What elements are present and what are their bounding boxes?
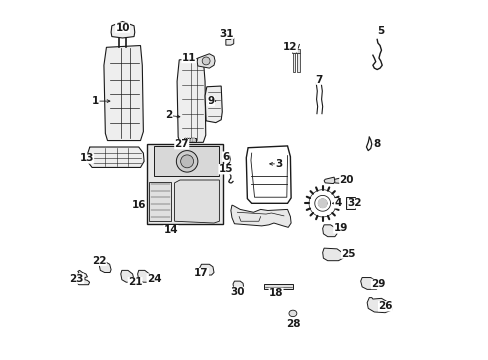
Text: 12: 12 — [283, 42, 297, 52]
Text: 16: 16 — [131, 200, 145, 210]
Polygon shape — [230, 205, 290, 227]
Circle shape — [176, 150, 198, 172]
Text: 5: 5 — [376, 26, 384, 36]
Polygon shape — [204, 86, 222, 123]
Text: 27: 27 — [174, 139, 189, 149]
Text: 18: 18 — [268, 288, 283, 298]
Text: 22: 22 — [92, 256, 106, 266]
Polygon shape — [177, 58, 205, 142]
Polygon shape — [197, 54, 215, 68]
Text: 14: 14 — [163, 225, 178, 235]
Polygon shape — [174, 180, 219, 223]
Polygon shape — [322, 248, 343, 261]
Polygon shape — [137, 270, 150, 282]
Polygon shape — [346, 197, 354, 210]
Text: 1: 1 — [92, 96, 99, 106]
Polygon shape — [296, 53, 299, 72]
Polygon shape — [296, 49, 300, 53]
Text: 4: 4 — [333, 198, 341, 208]
Polygon shape — [333, 177, 344, 184]
Ellipse shape — [202, 57, 210, 65]
Text: 7: 7 — [315, 75, 322, 85]
Polygon shape — [149, 182, 171, 221]
Polygon shape — [324, 177, 334, 184]
Text: 8: 8 — [373, 139, 380, 149]
Text: 24: 24 — [146, 274, 161, 284]
Text: 2: 2 — [165, 111, 172, 121]
Text: 17: 17 — [194, 268, 208, 278]
Polygon shape — [111, 22, 135, 38]
Polygon shape — [99, 262, 111, 273]
Polygon shape — [291, 49, 296, 53]
Text: 11: 11 — [182, 53, 196, 63]
Text: 25: 25 — [341, 248, 355, 258]
Polygon shape — [233, 281, 244, 291]
Circle shape — [180, 155, 193, 168]
Polygon shape — [322, 225, 336, 237]
Ellipse shape — [288, 310, 296, 317]
Polygon shape — [360, 278, 377, 289]
Polygon shape — [366, 298, 391, 313]
Text: 30: 30 — [230, 287, 244, 297]
Polygon shape — [184, 138, 185, 141]
Polygon shape — [147, 144, 223, 224]
Polygon shape — [318, 199, 326, 208]
Polygon shape — [76, 270, 89, 285]
Polygon shape — [183, 138, 196, 142]
Text: 13: 13 — [79, 153, 94, 163]
Text: 6: 6 — [222, 152, 229, 162]
Text: 28: 28 — [285, 319, 300, 329]
Text: 3: 3 — [274, 159, 282, 169]
Text: 23: 23 — [69, 274, 84, 284]
Text: 19: 19 — [333, 224, 347, 233]
Text: 29: 29 — [370, 279, 385, 289]
Polygon shape — [104, 45, 143, 140]
Text: 15: 15 — [218, 164, 233, 174]
Text: 31: 31 — [219, 29, 233, 39]
Polygon shape — [186, 138, 188, 141]
Polygon shape — [121, 270, 134, 282]
Text: 21: 21 — [128, 277, 142, 287]
Text: 26: 26 — [377, 301, 392, 311]
Polygon shape — [193, 138, 194, 141]
Text: 32: 32 — [347, 198, 362, 208]
Polygon shape — [292, 53, 295, 72]
Polygon shape — [225, 38, 233, 45]
Polygon shape — [188, 138, 190, 141]
Text: 9: 9 — [207, 96, 214, 106]
Polygon shape — [191, 138, 192, 141]
Text: 10: 10 — [115, 23, 129, 33]
Polygon shape — [154, 146, 219, 176]
Polygon shape — [199, 264, 214, 275]
Polygon shape — [264, 284, 292, 289]
Text: 20: 20 — [339, 175, 353, 185]
Polygon shape — [87, 147, 144, 167]
